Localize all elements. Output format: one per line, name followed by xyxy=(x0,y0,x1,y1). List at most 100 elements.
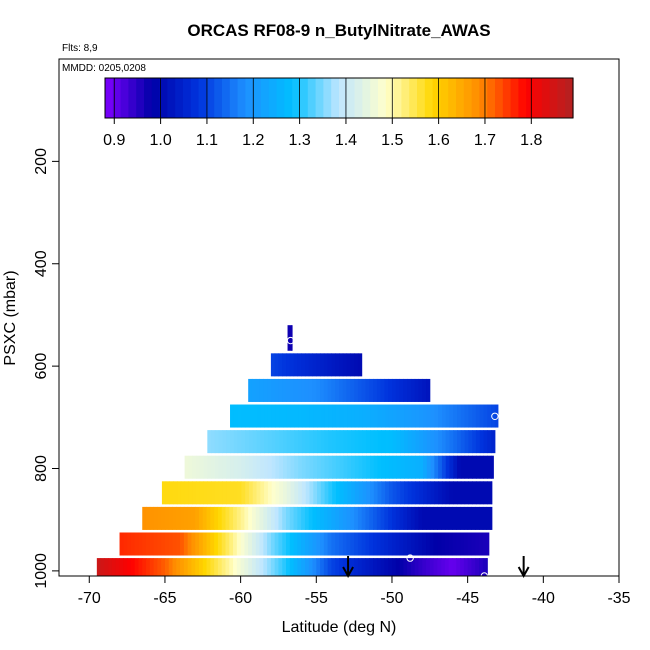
heat-cell xyxy=(263,558,268,576)
heat-cell xyxy=(434,430,439,454)
heat-cell xyxy=(286,404,292,428)
heat-cell xyxy=(354,455,360,479)
heat-cell xyxy=(426,455,432,479)
heat-cell xyxy=(445,404,450,428)
heat-cell xyxy=(294,430,299,454)
heat-cell xyxy=(433,506,438,530)
heat-cell xyxy=(161,481,167,505)
heat-cell xyxy=(290,455,295,479)
heat-cell xyxy=(407,481,413,505)
heat-cell xyxy=(324,430,329,454)
heat-cell xyxy=(407,430,413,454)
heat-cell xyxy=(230,455,235,479)
data-layers xyxy=(96,325,499,576)
heat-cell xyxy=(263,506,268,530)
heat-cell xyxy=(441,558,446,576)
heat-cell xyxy=(365,378,370,402)
heat-cell xyxy=(233,558,238,576)
heat-cell xyxy=(438,481,443,505)
heat-cell xyxy=(388,404,394,428)
heat-cell xyxy=(278,353,283,377)
heat-cell xyxy=(351,455,356,479)
heat-cell xyxy=(271,455,276,479)
heat-cell xyxy=(275,455,280,479)
heat-cell xyxy=(411,455,416,479)
heat-cell xyxy=(400,481,405,505)
heat-cell xyxy=(251,506,257,530)
heat-cell xyxy=(320,558,325,576)
heat-cell xyxy=(210,532,215,556)
heat-cell xyxy=(203,455,208,479)
heat-cell xyxy=(127,558,132,576)
heat-cell xyxy=(176,558,181,576)
heat-cell xyxy=(229,506,234,530)
heat-cell xyxy=(448,506,454,530)
heat-cell xyxy=(479,558,484,576)
heat-cell xyxy=(460,558,465,576)
heat-cell xyxy=(180,481,186,505)
heat-cell xyxy=(245,404,250,428)
heat-cell xyxy=(270,506,276,530)
heat-cell xyxy=(104,558,109,576)
heat-cell xyxy=(323,353,329,377)
heat-cell xyxy=(293,506,298,530)
heat-cell xyxy=(346,378,351,402)
heat-cell xyxy=(153,506,158,530)
heat-cell xyxy=(414,532,419,556)
colorbar-segment xyxy=(479,78,488,118)
heat-cell xyxy=(358,455,363,479)
heat-cell xyxy=(271,404,276,428)
heat-cell xyxy=(457,455,462,479)
colorbar-segment xyxy=(307,78,317,118)
heat-cell xyxy=(327,506,332,530)
heat-cell xyxy=(241,455,246,479)
heat-cell xyxy=(347,430,352,454)
heat-cell xyxy=(301,455,307,479)
y-axis: 200 400 600 800 1000 xyxy=(33,148,59,589)
heat-cell xyxy=(164,558,170,576)
heat-cell xyxy=(357,558,363,576)
heat-cell xyxy=(381,430,386,454)
heat-cell xyxy=(456,532,461,556)
colorbar-segment xyxy=(214,78,223,118)
heat-cell xyxy=(366,481,371,505)
heat-cell xyxy=(184,455,189,479)
heat-cell xyxy=(251,532,257,556)
colorbar-segment xyxy=(167,78,176,118)
heat-cell xyxy=(354,353,359,377)
heat-cell xyxy=(297,532,302,556)
heat-cell xyxy=(452,558,457,576)
heat-cell xyxy=(483,481,488,505)
heat-cell xyxy=(487,481,492,505)
colorbar-segment xyxy=(175,78,184,118)
heat-cell xyxy=(245,481,250,505)
heat-cell xyxy=(146,558,151,576)
heat-cell xyxy=(252,455,258,479)
heat-cell xyxy=(180,558,185,576)
heat-cell xyxy=(206,558,211,576)
heat-cell xyxy=(169,481,174,505)
heat-cell xyxy=(142,558,147,576)
colorbar-segment xyxy=(409,78,418,118)
heat-cell xyxy=(339,353,344,377)
colorbar-segment xyxy=(229,78,239,118)
heat-cell xyxy=(434,404,439,428)
heat-cell xyxy=(357,378,363,402)
heat-cell xyxy=(245,430,250,454)
heat-cell xyxy=(384,532,389,556)
heat-cell xyxy=(324,404,329,428)
heat-cell xyxy=(172,532,177,556)
heat-cell xyxy=(471,558,476,576)
heat-cell xyxy=(361,558,366,576)
heat-cell xyxy=(407,558,412,576)
heat-cell xyxy=(301,506,306,530)
heat-cell xyxy=(354,404,360,428)
heat-cell xyxy=(233,404,239,428)
heat-cell xyxy=(202,506,208,530)
heat-cell xyxy=(418,532,423,556)
heat-cell xyxy=(441,430,447,454)
heat-cell xyxy=(282,532,287,556)
heat-cell xyxy=(260,455,265,479)
heat-cell xyxy=(286,430,292,454)
colorbar-segment xyxy=(105,78,114,118)
